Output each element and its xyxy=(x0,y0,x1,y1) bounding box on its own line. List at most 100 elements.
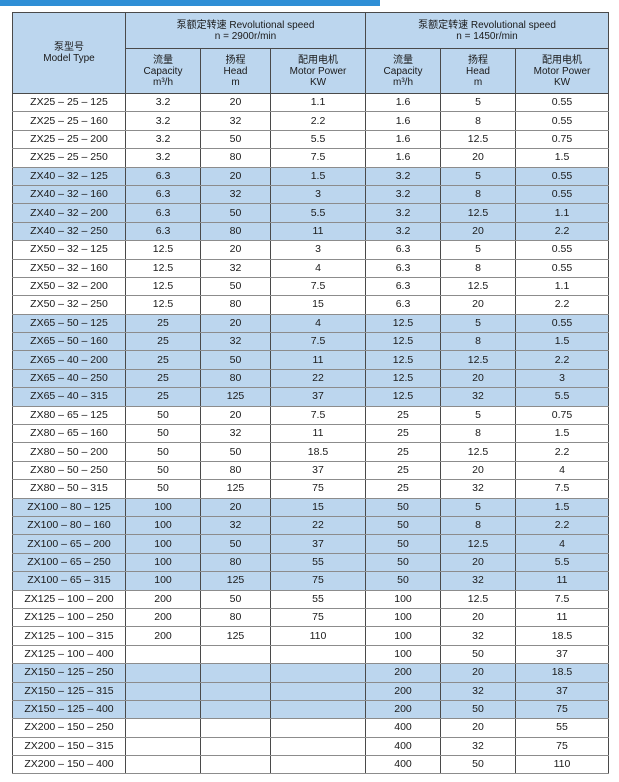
value-cell: 7.5 xyxy=(515,479,609,499)
value-cell: 50 xyxy=(125,479,201,499)
model-cell: ZX125 – 100 – 315 xyxy=(12,626,126,646)
value-cell: 3 xyxy=(270,240,366,260)
value-cell xyxy=(125,644,201,665)
value-cell: 1.5 xyxy=(515,497,609,517)
value-cell: 50 xyxy=(200,203,271,223)
value-cell: 55 xyxy=(270,552,366,573)
value-cell xyxy=(270,718,366,738)
value-cell: 0.55 xyxy=(515,166,609,186)
column-header-text: Head xyxy=(223,65,248,77)
model-cell: ZX200 – 150 – 250 xyxy=(12,718,126,738)
value-cell: 3.2 xyxy=(125,111,201,131)
data-row: ZX80 – 50 – 250 50 80 37 25 20 4 xyxy=(12,460,609,481)
subheader-row: 流量 Capacity m³/h 扬程 Head m 配用电机 Motor Power KW 流量… xyxy=(13,48,609,94)
value-cell: 18.5 xyxy=(270,442,366,462)
data-row: ZX80 – 50 – 200 50 50 18.5 25 12.5 2.2 xyxy=(12,442,609,462)
model-cell: ZX40 – 32 – 250 xyxy=(12,221,126,242)
value-cell: 5.5 xyxy=(515,387,609,407)
speed-group-title: 泵额定转速 Revolutional speed xyxy=(418,19,556,31)
table-header: 泵型号 Model Type 泵额定转速 Revolutional speed n =… xyxy=(12,12,609,94)
value-cell: 0.55 xyxy=(515,92,609,113)
value-cell: 11 xyxy=(270,350,366,370)
value-cell: 80 xyxy=(200,607,271,628)
value-cell: 75 xyxy=(515,699,609,720)
data-row: ZX50 – 32 – 200 12.5 50 7.5 6.3 12.5 1.1 xyxy=(12,276,609,297)
value-cell: 32 xyxy=(200,258,271,278)
model-cell: ZX65 – 40 – 200 xyxy=(12,350,126,370)
data-row: ZX100 – 80 – 125 100 20 15 50 5 1.5 xyxy=(12,497,609,517)
model-cell: ZX125 – 100 – 200 xyxy=(12,589,126,609)
value-cell: 5 xyxy=(440,313,516,334)
value-cell: 80 xyxy=(200,368,271,389)
value-cell: 0.75 xyxy=(515,405,609,426)
value-cell: 7.5 xyxy=(270,332,366,352)
value-cell: 32 xyxy=(200,515,271,536)
value-cell: 50 xyxy=(440,699,516,720)
value-cell: 3.2 xyxy=(125,148,201,168)
value-cell: 100 xyxy=(365,644,441,665)
speed-value: n = 1450r/min xyxy=(456,30,518,42)
data-row: ZX40 – 32 – 200 6.3 50 5.5 3.2 12.5 1.1 xyxy=(12,203,609,223)
value-cell: 37 xyxy=(270,460,366,481)
data-row: ZX40 – 32 – 250 6.3 80 11 3.2 20 2.2 xyxy=(12,221,609,242)
data-row: ZX40 – 32 – 125 6.3 20 1.5 3.2 5 0.55 xyxy=(12,166,609,186)
value-cell: 18.5 xyxy=(515,626,609,646)
value-cell: 125 xyxy=(200,479,271,499)
value-cell: 6.3 xyxy=(365,258,441,278)
value-cell: 25 xyxy=(125,350,201,370)
value-cell: 400 xyxy=(365,736,441,757)
data-row: ZX25 – 25 – 160 3.2 32 2.2 1.6 8 0.55 xyxy=(12,111,609,131)
column-header-text: m³/h xyxy=(393,76,413,88)
header-strip xyxy=(0,0,380,6)
value-cell: 2.2 xyxy=(515,515,609,536)
model-header-text: Model Type xyxy=(43,53,95,64)
value-cell: 6.3 xyxy=(125,166,201,186)
value-cell: 75 xyxy=(270,479,366,499)
value-cell: 8 xyxy=(440,424,516,444)
value-cell: 32 xyxy=(200,184,271,205)
data-row: ZX65 – 50 – 125 25 20 4 12.5 5 0.55 xyxy=(12,313,609,334)
value-cell: 20 xyxy=(440,663,516,683)
value-cell: 32 xyxy=(440,626,516,646)
model-cell: ZX25 – 25 – 250 xyxy=(12,148,126,168)
data-row: ZX200 – 150 – 315 400 32 75 xyxy=(12,736,609,757)
model-cell: ZX100 – 65 – 315 xyxy=(12,571,126,591)
data-row: ZX65 – 40 – 200 25 50 11 12.5 12.5 2.2 xyxy=(12,350,609,370)
model-cell: ZX65 – 40 – 315 xyxy=(12,387,126,407)
column-header: 流量 Capacity m³/h xyxy=(365,48,441,94)
value-cell xyxy=(125,736,201,757)
column-header-text: 扬程 xyxy=(225,54,246,66)
model-cell: ZX100 – 80 – 160 xyxy=(12,515,126,536)
model-cell: ZX40 – 32 – 160 xyxy=(12,184,126,205)
value-cell: 75 xyxy=(515,736,609,757)
value-cell: 25 xyxy=(365,460,441,481)
value-cell: 100 xyxy=(365,626,441,646)
value-cell xyxy=(125,681,201,701)
value-cell xyxy=(200,699,271,720)
value-cell: 5.5 xyxy=(270,203,366,223)
value-cell: 4 xyxy=(270,313,366,334)
data-row: ZX125 – 100 – 400 100 50 37 xyxy=(12,644,609,665)
value-cell: 400 xyxy=(365,718,441,738)
value-cell: 2.2 xyxy=(515,295,609,315)
data-row: ZX100 – 65 – 315 100 125 75 50 32 11 xyxy=(12,571,609,591)
value-cell xyxy=(270,699,366,720)
value-cell: 12.5 xyxy=(125,276,201,297)
value-cell: 5 xyxy=(440,405,516,426)
value-cell: 12.5 xyxy=(125,258,201,278)
data-row: ZX200 – 150 – 400 400 50 110 xyxy=(12,755,609,775)
value-cell: 100 xyxy=(125,534,201,554)
header-row: 泵型号 Model Type 泵额定转速 Revolutional speed n =… xyxy=(12,12,609,94)
column-header-text: Motor Power xyxy=(533,65,591,77)
value-cell: 3.2 xyxy=(365,203,441,223)
value-cell: 32 xyxy=(200,111,271,131)
column-header-text: Head xyxy=(466,65,490,77)
column-header-text: 流量 xyxy=(393,54,413,66)
value-cell: 100 xyxy=(125,571,201,591)
value-cell: 20 xyxy=(440,607,516,628)
data-row: ZX200 – 150 – 250 400 20 55 xyxy=(12,718,609,738)
value-cell: 32 xyxy=(440,571,516,591)
value-cell: 1.6 xyxy=(365,92,441,113)
value-cell: 1.1 xyxy=(515,276,609,297)
